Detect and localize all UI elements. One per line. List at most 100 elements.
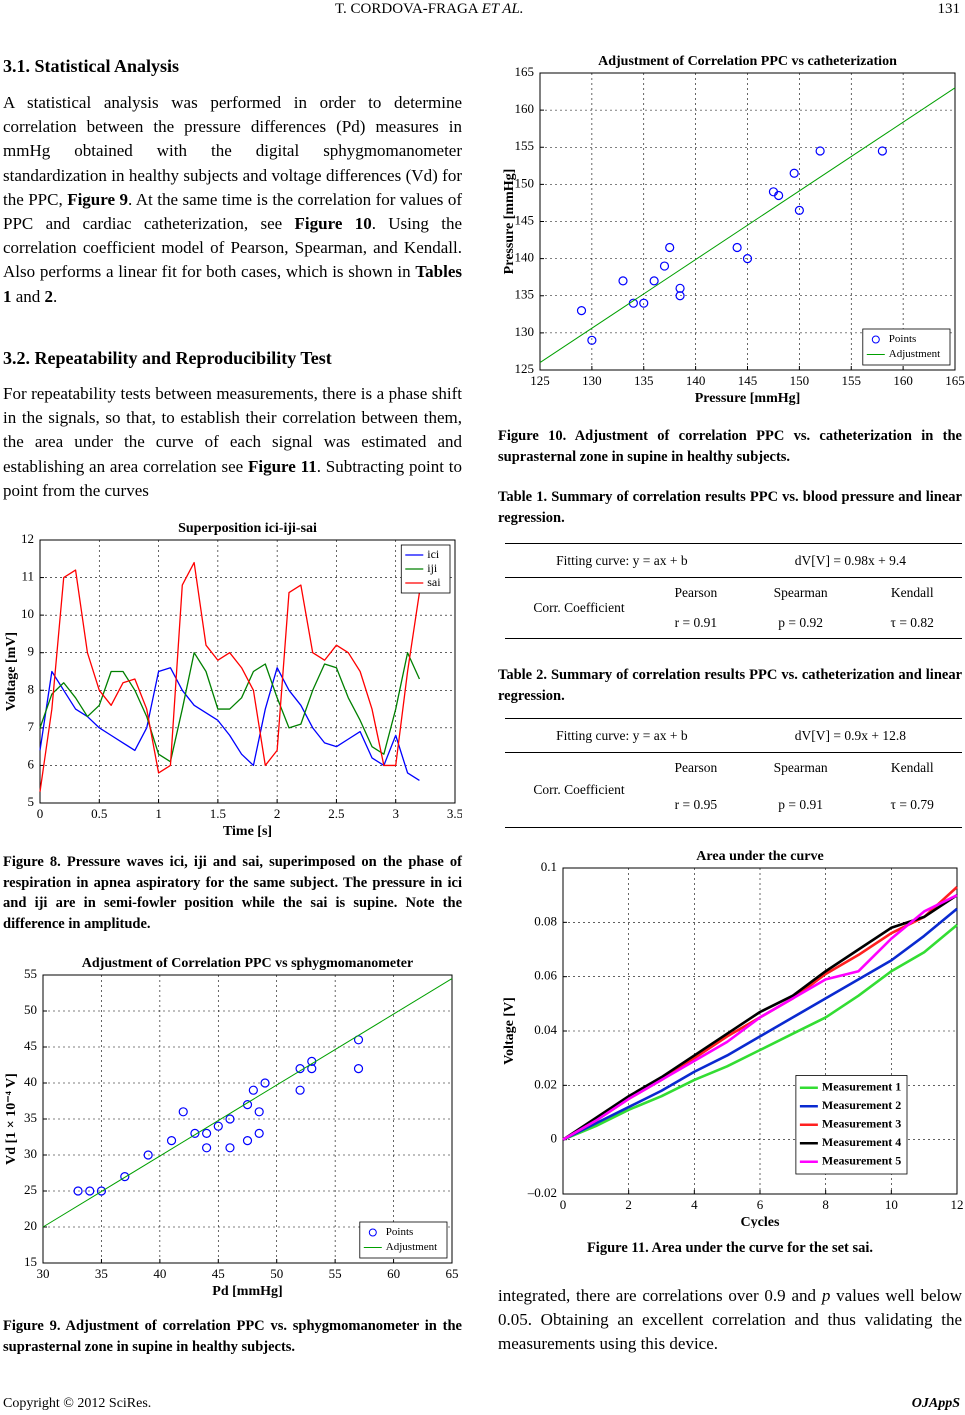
page-number: 131 <box>937 1 961 17</box>
data-point <box>815 146 825 156</box>
x-tick-label: 0.5 <box>91 806 107 821</box>
series-line <box>562 924 958 1141</box>
et-al: ET AL. <box>481 1 524 17</box>
y-tick-label: 0.02 <box>534 1076 557 1091</box>
y-tick-label: 25 <box>24 1182 37 1197</box>
x-tick-label: 140 <box>686 373 706 388</box>
fitting-equation: dV[V] = 0.98x + 9.4 <box>738 543 962 578</box>
y-tick-label: 7 <box>28 719 35 734</box>
y-tick-label: 10 <box>21 606 34 621</box>
legend-box <box>795 1075 908 1175</box>
legend-marker <box>871 335 880 344</box>
table-caption: Table 2. Summary of correlation results … <box>498 667 962 704</box>
x-tick-label: 0 <box>560 1197 567 1212</box>
data-point <box>353 1063 364 1074</box>
data-point <box>659 261 670 271</box>
legend-marker <box>368 1228 377 1237</box>
series-line <box>562 894 958 1141</box>
x-tick-label: 30 <box>37 1266 50 1281</box>
x-axis-label: Pressure [mmHg] <box>695 391 801 406</box>
x-tick-label: 3 <box>392 806 399 821</box>
y-tick-label: 30 <box>24 1146 37 1161</box>
data-point <box>202 1128 212 1138</box>
y-axis-label: Pressure [mmHg] <box>502 169 517 275</box>
y-tick-label: 11 <box>21 569 34 584</box>
legend: Measurement 1 Measurement 2 Measurement 3 M… <box>795 1075 908 1175</box>
corr-label: Corr. Coefficient <box>505 752 653 828</box>
y-axis-label: Vd [1 × 10⁻⁴ V] <box>4 1073 19 1165</box>
x-tick-label: 0 <box>37 806 44 821</box>
figure-caption: Figure 9. Adjustment of correlation PPC … <box>3 1318 462 1355</box>
legend-label: Points <box>889 333 917 345</box>
plot-frame <box>42 974 453 1264</box>
data-point <box>202 1143 212 1153</box>
method: Kendall <box>890 585 934 600</box>
x-tick-label: 130 <box>582 373 602 388</box>
data-point <box>877 146 887 156</box>
section-heading: 3.2. Repeatability and Reproducibility T… <box>3 348 332 368</box>
legend: Points Adjustment <box>359 1221 448 1259</box>
data-point <box>190 1128 200 1138</box>
x-tick-label: 50 <box>270 1266 283 1281</box>
y-tick-label: 155 <box>515 138 535 153</box>
x-tick-label: 145 <box>738 373 758 388</box>
paragraph: integrated, there are correlations over … <box>498 1284 962 1357</box>
legend-label: Measurement 1 <box>822 1080 901 1094</box>
data-point <box>242 1100 253 1110</box>
x-tick-label: 65 <box>446 1266 459 1281</box>
y-tick-label: 125 <box>515 361 535 376</box>
y-tick-label: 50 <box>24 1002 37 1017</box>
journal: OJAppS <box>911 1396 960 1411</box>
x-tick-label: 2 <box>625 1197 632 1212</box>
method: Spearman <box>773 760 828 775</box>
data-point <box>732 242 742 253</box>
coefficient: r = 0.91 <box>653 608 739 639</box>
data-point <box>242 1136 253 1146</box>
data-point <box>307 1063 317 1074</box>
y-tick-label: 45 <box>24 1038 37 1053</box>
method: Pearson <box>674 760 718 775</box>
author: T. CORDOVA-FRAGA <box>335 1 478 17</box>
data-point <box>254 1107 264 1117</box>
text-run: . Subtracting point to point from the cu… <box>3 456 462 500</box>
data-point <box>85 1186 95 1196</box>
x-tick-label: 35 <box>95 1266 108 1281</box>
legend-box <box>359 1221 448 1259</box>
legend: Points Adjustment <box>862 328 951 366</box>
x-tick-label: 6 <box>757 1197 764 1212</box>
y-tick-label: 20 <box>24 1218 37 1233</box>
plot-frame <box>39 539 456 804</box>
table-caption: Table 1. Summary of correlation results … <box>498 489 962 526</box>
series-line <box>39 652 421 763</box>
x-axis-label: Pd [mmHg] <box>212 1284 282 1299</box>
x-tick-label: 2.5 <box>328 806 344 821</box>
series-line <box>539 87 956 363</box>
y-tick-label: 5 <box>28 794 35 809</box>
y-tick-label: 0 <box>551 1131 558 1146</box>
data-point <box>143 1150 153 1160</box>
legend-label: ici <box>427 547 440 561</box>
data-point <box>774 190 784 201</box>
data-point <box>248 1085 258 1095</box>
y-tick-label: 15 <box>24 1254 37 1269</box>
fitting-equation: dV[V] = 0.9x + 12.8 <box>738 718 962 753</box>
coefficient: τ = 0.82 <box>862 608 962 639</box>
paragraph: For repeatability tests between measurem… <box>3 382 462 503</box>
text-run: Figure 9 <box>67 189 128 209</box>
y-tick-label: 0.04 <box>534 1022 557 1037</box>
legend-label: Measurement 5 <box>822 1154 901 1168</box>
method: Pearson <box>674 585 718 600</box>
x-tick-label: 60 <box>387 1266 400 1281</box>
data-point <box>295 1085 305 1095</box>
data-point <box>254 1128 264 1138</box>
series-line <box>39 667 420 782</box>
text-run: integrated, there are correlations over … <box>498 1286 822 1305</box>
table: Fitting curve: y = ax + b dV[V] = 0.9x + … <box>505 718 962 828</box>
text-run: values well below 0.05. Obtaining an exc… <box>498 1286 962 1354</box>
y-tick-label: –0.02 <box>527 1185 557 1200</box>
fitting-label: Fitting curve: y = ax + b <box>505 543 739 578</box>
chart-title: Superposition ici-iji-sai <box>178 521 317 536</box>
running-head: T. CORDOVA-FRAGA ET AL. <box>335 1 524 18</box>
legend-label: Points <box>386 1226 414 1238</box>
